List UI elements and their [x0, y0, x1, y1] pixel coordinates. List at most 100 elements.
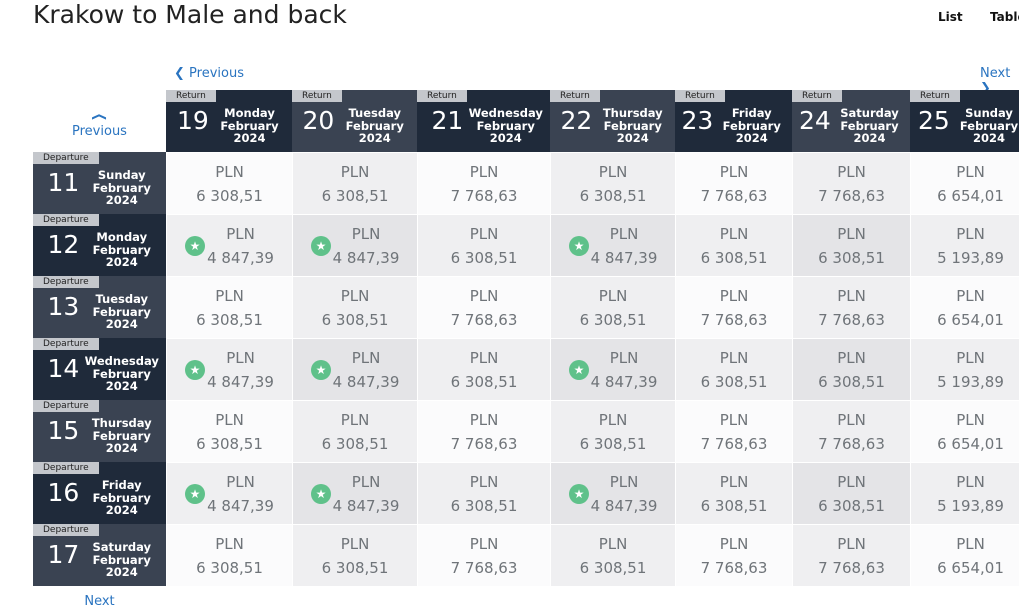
currency[interactable]: PLN	[351, 473, 381, 491]
price[interactable]: 6 308,51	[321, 559, 389, 577]
price-cell[interactable]: ★ PLN 4 847,39	[292, 462, 417, 524]
price[interactable]: 5 193,89	[937, 373, 1004, 391]
return-header[interactable]: Return 23 Friday February 2024	[675, 90, 792, 152]
currency[interactable]: PLN	[956, 535, 985, 553]
price-cell[interactable]: PLN 6 308,51	[417, 338, 550, 400]
price-cell[interactable]: ★ PLN 4 847,39	[166, 338, 292, 400]
currency[interactable]: PLN	[719, 473, 749, 491]
price[interactable]: 7 768,63	[450, 435, 518, 453]
price-cell[interactable]: PLN 6 308,51	[550, 400, 675, 462]
price[interactable]: 6 308,51	[196, 187, 263, 205]
price[interactable]: 6 654,01	[937, 187, 1004, 205]
currency[interactable]: PLN	[598, 411, 628, 429]
price[interactable]: 4 847,39	[207, 249, 274, 267]
return-header[interactable]: Return 20 Tuesday February 2024	[292, 90, 417, 152]
return-header[interactable]: Return 24 Saturday February 2024	[792, 90, 910, 152]
price[interactable]: 7 768,63	[818, 311, 885, 329]
price[interactable]: 6 308,51	[196, 311, 263, 329]
price-cell[interactable]: PLN 5 193,89	[910, 462, 1019, 524]
best-price-star[interactable]: ★	[185, 484, 205, 504]
price[interactable]: 7 768,63	[818, 435, 885, 453]
departure-header[interactable]: Departure 16 Friday February 2024	[33, 462, 166, 524]
currency[interactable]: PLN	[469, 287, 499, 305]
price-cell[interactable]: PLN 7 768,63	[675, 276, 792, 338]
currency[interactable]: PLN	[956, 225, 985, 243]
price[interactable]: 6 308,51	[579, 311, 647, 329]
price[interactable]: 7 768,63	[450, 311, 518, 329]
price[interactable]: 6 308,51	[579, 187, 647, 205]
price-cell[interactable]: PLN 6 308,51	[166, 276, 292, 338]
price[interactable]: 4 847,39	[332, 373, 400, 391]
best-price-star[interactable]: ★	[569, 236, 589, 256]
price[interactable]: 6 308,51	[700, 373, 768, 391]
price[interactable]: 6 308,51	[818, 497, 885, 515]
currency[interactable]: PLN	[719, 349, 749, 367]
price[interactable]: 7 768,63	[450, 187, 518, 205]
currency[interactable]: PLN	[598, 163, 628, 181]
currency[interactable]: PLN	[719, 225, 749, 243]
price[interactable]: 7 768,63	[700, 187, 768, 205]
currency[interactable]: PLN	[719, 287, 749, 305]
price-cell[interactable]: ★ PLN 4 847,39	[166, 214, 292, 276]
price-cell[interactable]: PLN 7 768,63	[675, 152, 792, 214]
currency[interactable]: PLN	[351, 349, 381, 367]
currency[interactable]: PLN	[340, 163, 370, 181]
return-header[interactable]: Return 22 Thursday February 2024	[550, 90, 675, 152]
currency[interactable]: PLN	[956, 287, 985, 305]
price-cell[interactable]: PLN 7 768,63	[417, 152, 550, 214]
currency[interactable]: PLN	[215, 535, 244, 553]
price-cell[interactable]: ★ PLN 4 847,39	[550, 462, 675, 524]
currency[interactable]: PLN	[226, 473, 255, 491]
best-price-star[interactable]: ★	[311, 484, 331, 504]
currency[interactable]: PLN	[226, 349, 255, 367]
price[interactable]: 6 308,51	[450, 249, 518, 267]
price[interactable]: 6 308,51	[579, 559, 647, 577]
currency[interactable]: PLN	[609, 225, 639, 243]
currency[interactable]: PLN	[837, 535, 866, 553]
price[interactable]: 7 768,63	[450, 559, 518, 577]
price[interactable]: 4 847,39	[332, 249, 400, 267]
next-return[interactable]: Next ❯	[980, 66, 1011, 96]
price[interactable]: 6 308,51	[818, 373, 885, 391]
currency[interactable]: PLN	[719, 535, 749, 553]
currency[interactable]: PLN	[956, 349, 985, 367]
price-cell[interactable]: ★ PLN 4 847,39	[292, 214, 417, 276]
price[interactable]: 6 308,51	[196, 435, 263, 453]
return-header[interactable]: Return 19 Monday February 2024	[166, 90, 292, 152]
price[interactable]: 6 308,51	[818, 249, 885, 267]
price[interactable]: 7 768,63	[700, 435, 768, 453]
price-cell[interactable]: PLN 6 308,51	[292, 276, 417, 338]
price[interactable]: 7 768,63	[700, 559, 768, 577]
price-cell[interactable]: PLN 6 654,01	[910, 152, 1019, 214]
currency[interactable]: PLN	[469, 535, 499, 553]
currency[interactable]: PLN	[719, 411, 749, 429]
price[interactable]: 6 654,01	[937, 311, 1004, 329]
currency[interactable]: PLN	[215, 411, 244, 429]
currency[interactable]: PLN	[837, 411, 866, 429]
price-cell[interactable]: PLN 5 193,89	[910, 214, 1019, 276]
departure-header[interactable]: Departure 11 Sunday February 2024	[33, 152, 166, 214]
price[interactable]: 6 308,51	[321, 311, 389, 329]
price[interactable]: 4 847,39	[590, 249, 658, 267]
price-cell[interactable]: PLN 7 768,63	[675, 524, 792, 586]
price-cell[interactable]: PLN 7 768,63	[417, 276, 550, 338]
currency[interactable]: PLN	[719, 163, 749, 181]
price[interactable]: 7 768,63	[818, 559, 885, 577]
currency[interactable]: PLN	[837, 225, 866, 243]
currency[interactable]: PLN	[956, 163, 985, 181]
price-cell[interactable]: PLN 6 308,51	[417, 214, 550, 276]
best-price-star[interactable]: ★	[569, 360, 589, 380]
return-header[interactable]: Return 25 Sunday February 2024	[910, 90, 1019, 152]
price-cell[interactable]: PLN 6 654,01	[910, 524, 1019, 586]
price[interactable]: 6 308,51	[450, 373, 518, 391]
price[interactable]: 7 768,63	[700, 311, 768, 329]
price-cell[interactable]: PLN 6 308,51	[550, 152, 675, 214]
departure-header[interactable]: Departure 17 Saturday February 2024	[33, 524, 166, 586]
nav-label[interactable]: Next	[980, 66, 1011, 81]
best-price-star[interactable]: ★	[185, 236, 205, 256]
price[interactable]: 6 308,51	[450, 497, 518, 515]
price-cell[interactable]: PLN 6 308,51	[166, 152, 292, 214]
price[interactable]: 6 308,51	[321, 187, 389, 205]
best-price-star[interactable]: ★	[569, 484, 589, 504]
price-cell[interactable]: PLN 7 768,63	[792, 524, 910, 586]
